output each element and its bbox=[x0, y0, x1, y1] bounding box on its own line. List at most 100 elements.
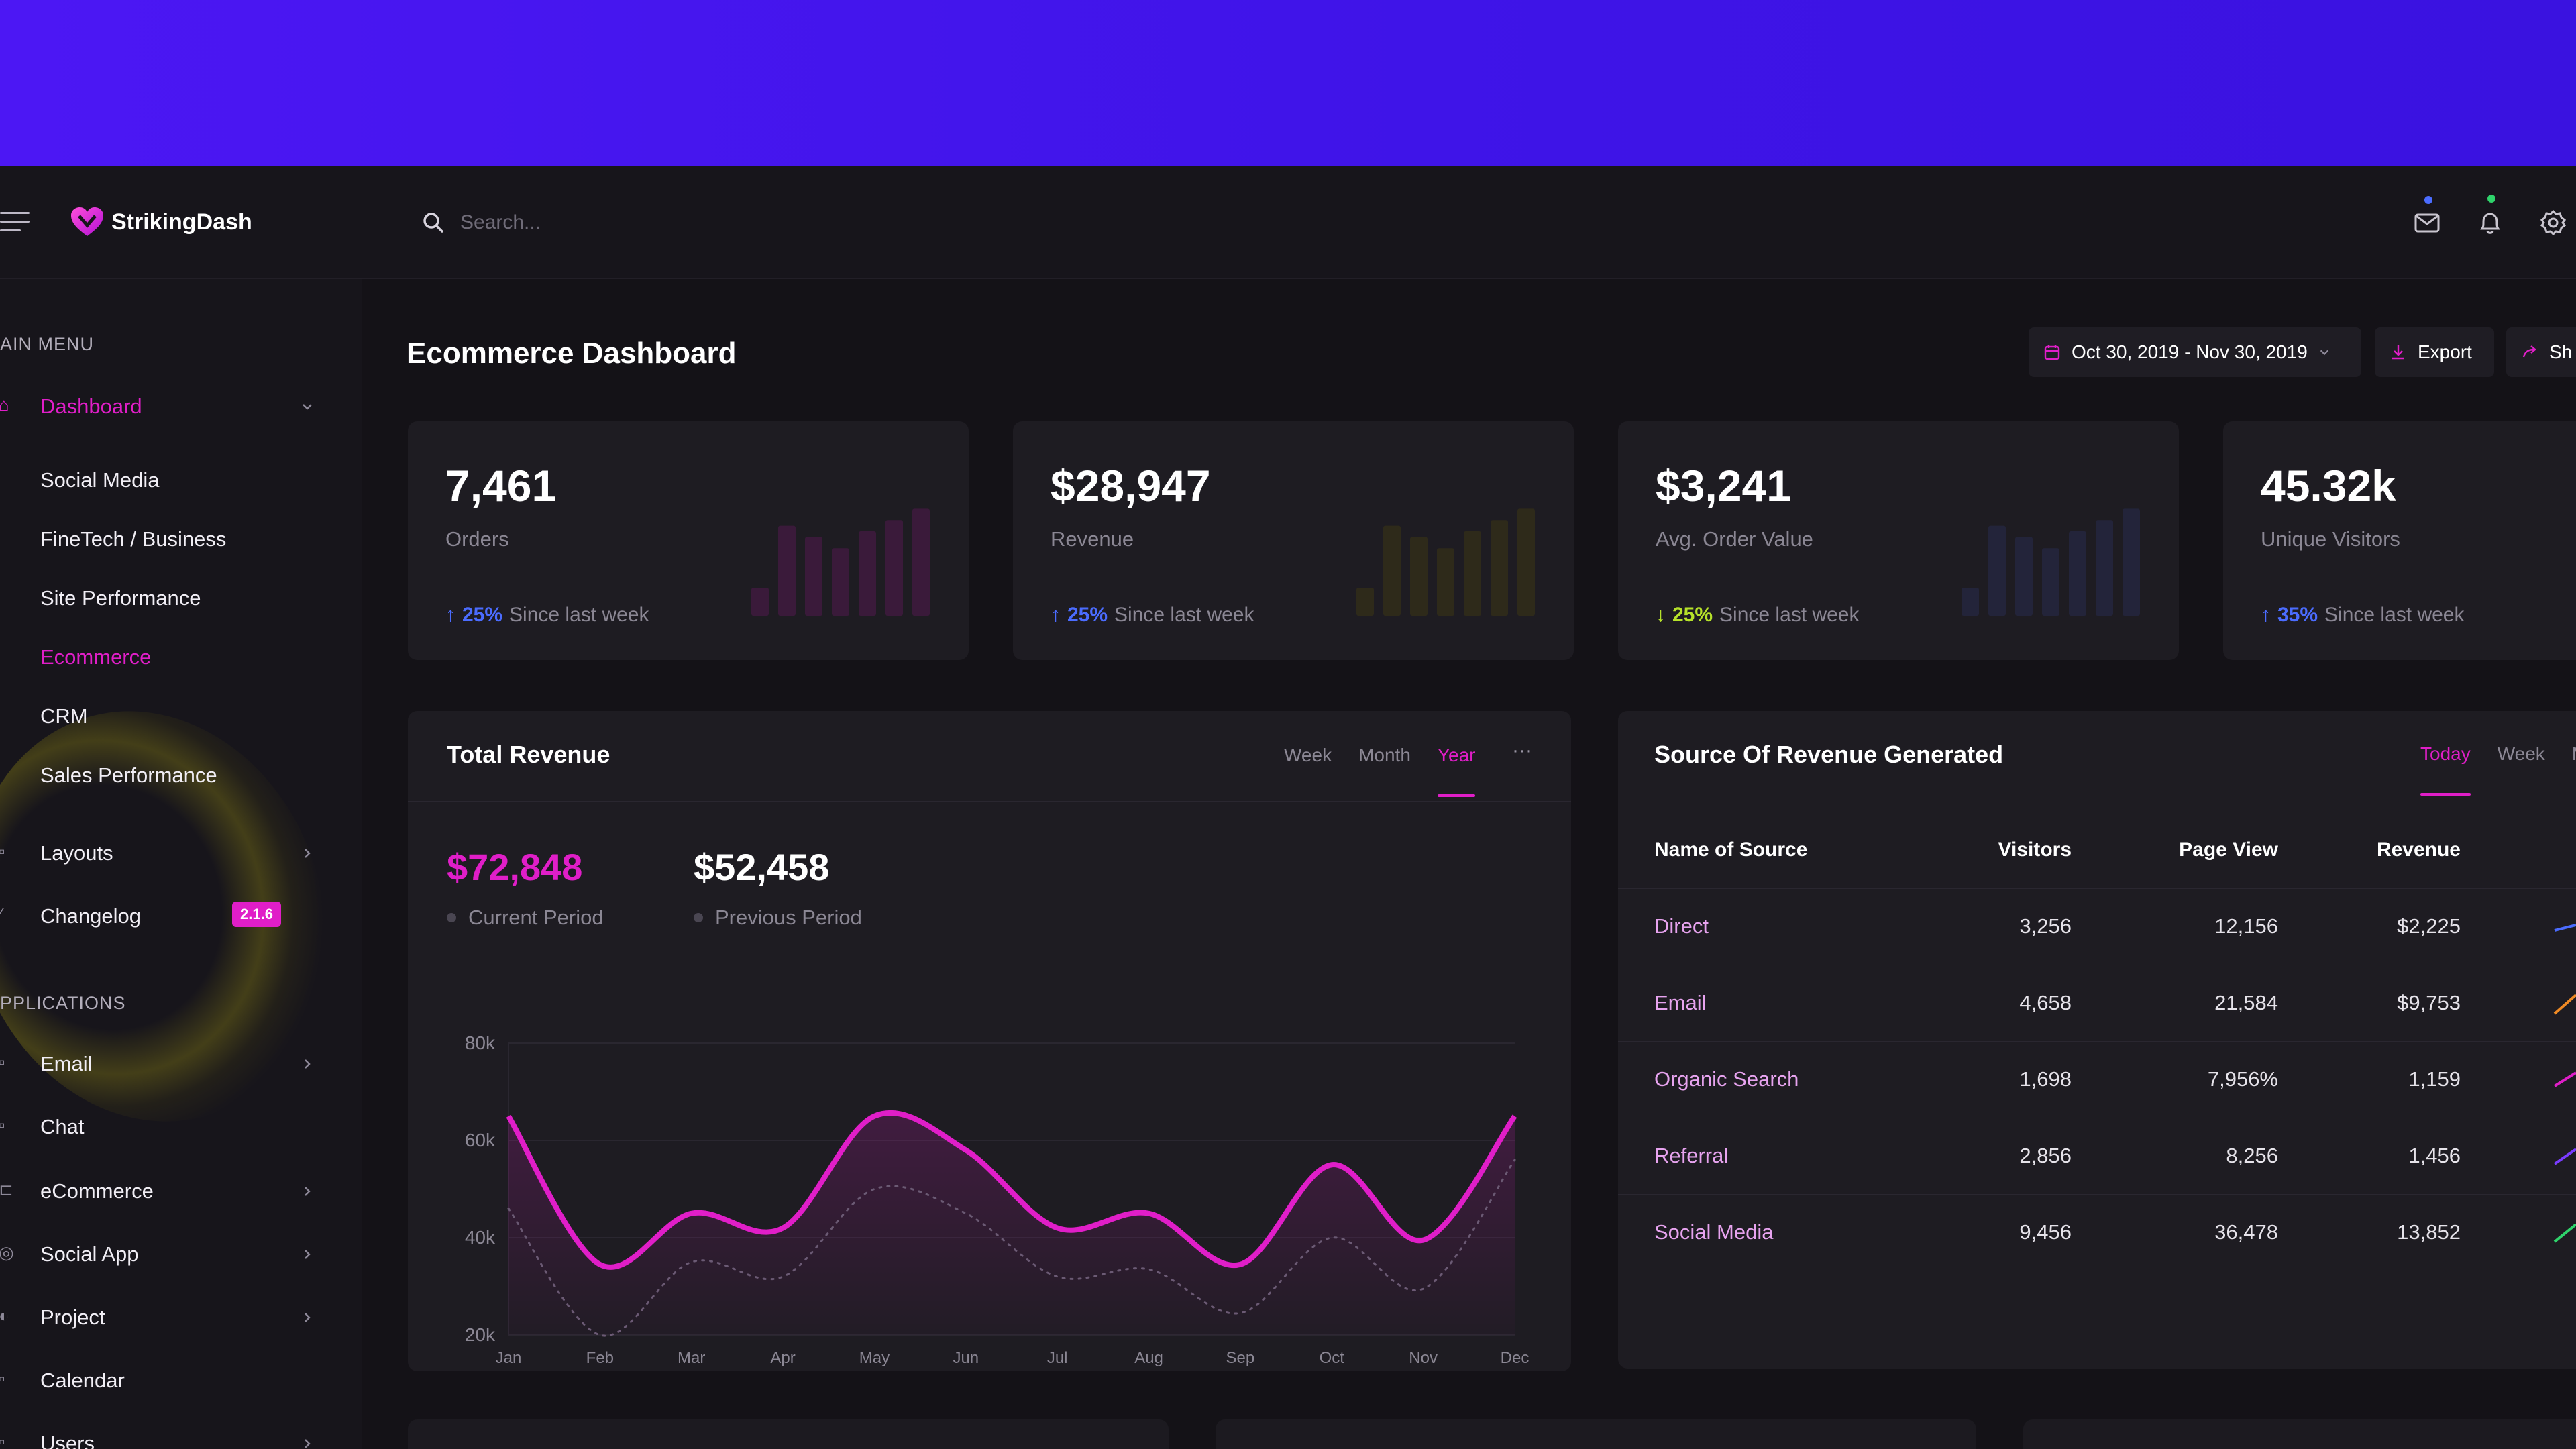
column-header: Name of Source bbox=[1618, 812, 1940, 889]
table-row[interactable]: Social Media 9,456 36,478 13,852 bbox=[1618, 1194, 2576, 1271]
mini-bar-chart bbox=[1356, 508, 1535, 616]
chevron-right-icon[interactable] bbox=[301, 1248, 314, 1261]
sidebar-item-dashboard[interactable]: Dashboard bbox=[40, 394, 142, 418]
previous-period-legend: Previous Period bbox=[694, 906, 862, 930]
table-row[interactable]: Organic Search 1,698 7,956% 1,159 bbox=[1618, 1041, 2576, 1118]
sparkline bbox=[2553, 994, 2576, 1015]
chevron-right-icon[interactable] bbox=[301, 1185, 314, 1198]
table-header-row: Name of Source Visitors Page View Revenu… bbox=[1618, 812, 2576, 889]
sidebar-item-email[interactable]: Email bbox=[40, 1052, 93, 1075]
trend-arrow-up-icon: ↑ bbox=[2261, 604, 2271, 626]
stat-trend: ↑ 35% Since last week bbox=[2261, 604, 2464, 627]
mail-icon[interactable] bbox=[2412, 208, 2442, 237]
panel-title: Total Revenue bbox=[447, 741, 610, 768]
mini-bar-chart bbox=[751, 508, 930, 616]
more-options-icon[interactable]: ··· bbox=[1512, 739, 1532, 761]
trend-arrow-up-icon: ↑ bbox=[445, 604, 455, 626]
mini-bar bbox=[859, 531, 876, 616]
mini-bar-chart bbox=[1962, 508, 2140, 616]
notification-indicator-dot bbox=[2487, 195, 2496, 203]
sidebar-item-social-app[interactable]: Social App bbox=[40, 1242, 139, 1266]
divider bbox=[408, 801, 1571, 802]
main-menu-title: AIN MENU bbox=[0, 334, 95, 354]
revenue-cell: 13,852 bbox=[2278, 1194, 2461, 1271]
sidebar-item-social-media[interactable]: Social Media bbox=[40, 468, 160, 492]
mini-bar bbox=[1988, 525, 2006, 616]
page-view-cell: 8,256 bbox=[2072, 1118, 2278, 1195]
mini-bar bbox=[778, 525, 796, 616]
chevron-right-icon[interactable] bbox=[301, 847, 314, 860]
mini-bar bbox=[885, 520, 903, 616]
x-tick-label: Apr bbox=[770, 1349, 795, 1367]
sidebar-item-finetech-business[interactable]: FineTech / Business bbox=[40, 527, 227, 551]
chevron-down-icon[interactable] bbox=[301, 400, 314, 413]
search-input[interactable] bbox=[460, 207, 1064, 239]
y-tick-label: 80k bbox=[465, 1032, 496, 1053]
mini-bar bbox=[2042, 548, 2059, 616]
chevron-right-icon[interactable] bbox=[301, 1437, 314, 1449]
x-tick-label: Mar bbox=[678, 1349, 705, 1367]
source-revenue-table: Name of Source Visitors Page View Revenu… bbox=[1618, 812, 2576, 1271]
tab-today[interactable]: Today bbox=[2420, 743, 2471, 796]
calendar-icon: ▫ bbox=[0, 1368, 5, 1389]
mini-bar bbox=[2069, 531, 2086, 616]
mini-bar bbox=[2015, 537, 2033, 616]
date-range-picker[interactable]: Oct 30, 2019 - Nov 30, 2019 bbox=[2029, 327, 2361, 377]
stat-label: Orders bbox=[445, 527, 509, 551]
table-row[interactable]: Direct 3,256 12,156 $2,225 bbox=[1618, 888, 2576, 965]
sidebar-item-ecommerce-app[interactable]: eCommerce bbox=[40, 1179, 154, 1203]
gear-icon[interactable] bbox=[2538, 208, 2568, 237]
sidebar-item-layouts[interactable]: Layouts bbox=[40, 841, 113, 865]
revenue-cell: $2,225 bbox=[2278, 888, 2461, 965]
mini-bar bbox=[2123, 508, 2140, 616]
mini-bar bbox=[1356, 588, 1374, 616]
menu-toggle-icon[interactable] bbox=[0, 212, 30, 233]
sidebar-item-calendar[interactable]: Calendar bbox=[40, 1368, 125, 1392]
sidebar-item-crm[interactable]: CRM bbox=[40, 704, 88, 728]
project-icon: ◐ bbox=[0, 1305, 9, 1326]
mail-indicator-dot bbox=[2424, 196, 2432, 204]
trend-since: Since last week bbox=[1719, 604, 1860, 626]
users-icon: ▫ bbox=[0, 1432, 5, 1449]
tab-month[interactable]: Month bbox=[1358, 745, 1411, 765]
chevron-right-icon[interactable] bbox=[301, 1057, 314, 1071]
trend-percent: 35% bbox=[2277, 604, 2318, 626]
chat-icon: ▫ bbox=[0, 1115, 5, 1135]
column-header: Page View bbox=[2072, 812, 2278, 889]
sidebar-item-sales-performance[interactable]: Sales Performance bbox=[40, 763, 217, 787]
current-period-label: Current Period bbox=[468, 906, 604, 929]
sidebar-item-chat[interactable]: Chat bbox=[40, 1115, 85, 1138]
stat-value: 45.32k bbox=[2261, 461, 2396, 511]
x-tick-label: Oct bbox=[1320, 1349, 1345, 1367]
stat-value: $3,241 bbox=[1656, 461, 1791, 511]
bottom-card bbox=[1216, 1419, 1976, 1449]
date-range-label: Oct 30, 2019 - Nov 30, 2019 bbox=[2072, 341, 2308, 362]
search-icon bbox=[423, 213, 443, 233]
column-header: Revenue bbox=[2278, 812, 2461, 889]
mini-bar bbox=[1491, 520, 1508, 616]
export-button[interactable]: Export bbox=[2375, 327, 2494, 377]
sidebar-item-site-performance[interactable]: Site Performance bbox=[40, 586, 201, 610]
sidebar-item-project[interactable]: Project bbox=[40, 1305, 105, 1329]
sidebar-item-users[interactable]: Users bbox=[40, 1432, 95, 1449]
stat-trend: ↑ 25% Since last week bbox=[1051, 604, 1254, 627]
series-area bbox=[508, 1112, 1515, 1335]
sidebar-item-changelog[interactable]: Changelog bbox=[40, 904, 141, 928]
stat-value: $28,947 bbox=[1051, 461, 1211, 511]
stat-card-unique-visitors: 45.32k Unique Visitors ↑ 35% Since last … bbox=[2223, 421, 2576, 660]
applications-title: PPLICATIONS bbox=[0, 993, 126, 1013]
tab-month[interactable]: M bbox=[2572, 743, 2576, 765]
tab-week[interactable]: Week bbox=[2497, 743, 2545, 764]
sidebar-item-ecommerce[interactable]: Ecommerce bbox=[40, 645, 152, 669]
mini-bar bbox=[1464, 531, 1481, 616]
table-row[interactable]: Email 4,658 21,584 $9,753 bbox=[1618, 965, 2576, 1042]
tab-year[interactable]: Year bbox=[1437, 745, 1476, 797]
period-tabs: Week Month Year bbox=[1284, 745, 1476, 797]
visitors-cell: 2,856 bbox=[1940, 1118, 2072, 1195]
chevron-right-icon[interactable] bbox=[301, 1311, 314, 1324]
share-button[interactable]: Sh bbox=[2506, 327, 2576, 377]
stat-trend: ↓ 25% Since last week bbox=[1656, 604, 1859, 627]
bell-icon[interactable] bbox=[2475, 208, 2505, 237]
tab-week[interactable]: Week bbox=[1284, 745, 1332, 765]
table-row[interactable]: Referral 2,856 8,256 1,456 bbox=[1618, 1118, 2576, 1195]
